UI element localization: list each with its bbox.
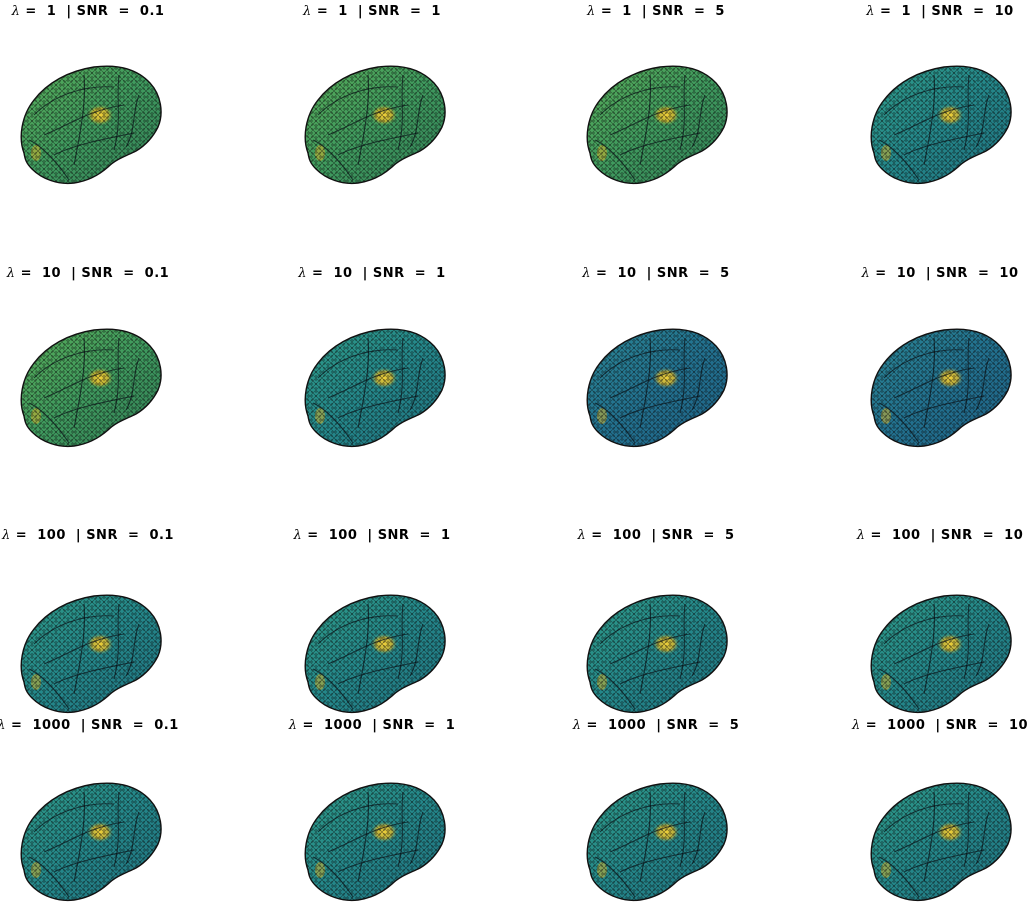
brain-surface bbox=[586, 594, 728, 714]
lambda-symbol: λ bbox=[11, 4, 21, 19]
lambda-symbol: λ bbox=[572, 718, 582, 733]
panel-title: λ = 100 | SNR = 5 bbox=[578, 528, 735, 543]
panel-title: λ = 1000 | SNR = 0.1 bbox=[0, 718, 179, 733]
lambda-symbol: λ bbox=[2, 528, 11, 543]
panel-title: λ = 1 | SNR = 1 bbox=[303, 4, 441, 19]
brain-surface bbox=[586, 328, 728, 448]
panel-title-text: = 100 | SNR = 5 bbox=[586, 528, 735, 543]
panel-title: λ = 1000 | SNR = 5 bbox=[573, 718, 740, 733]
brain-plot bbox=[14, 55, 174, 194]
panel-title: λ = 10 | SNR = 10 bbox=[862, 266, 1019, 281]
brain-surface bbox=[304, 328, 446, 448]
brain-plot bbox=[298, 318, 458, 457]
brain-surface bbox=[304, 782, 446, 902]
lambda-symbol: λ bbox=[861, 266, 871, 281]
panel-title-text: = 1000 | SNR = 10 bbox=[860, 718, 1029, 733]
brain-surface bbox=[20, 594, 162, 714]
panel-title-text: = 10 | SNR = 10 bbox=[870, 266, 1019, 281]
brain-plot bbox=[14, 318, 174, 457]
lambda-symbol: λ bbox=[288, 718, 298, 733]
lambda-symbol: λ bbox=[6, 266, 16, 281]
brain-plot bbox=[864, 584, 1024, 723]
brain-plot bbox=[580, 772, 740, 911]
panel-title-text: = 100 | SNR = 1 bbox=[302, 528, 451, 543]
brain-plot bbox=[14, 584, 174, 723]
panel-title-text: = 1000 | SNR = 0.1 bbox=[5, 718, 179, 733]
lambda-symbol: λ bbox=[582, 266, 592, 281]
brain-plot bbox=[298, 55, 458, 194]
brain-plot bbox=[14, 772, 174, 911]
brain-surface bbox=[870, 328, 1012, 448]
panel-title-text: = 1000 | SNR = 5 bbox=[581, 718, 740, 733]
lambda-symbol: λ bbox=[303, 4, 312, 19]
lambda-symbol: λ bbox=[298, 266, 308, 281]
panel-title-text: = 100 | SNR = 10 bbox=[865, 528, 1024, 543]
brain-surface bbox=[20, 782, 162, 902]
brain-plot bbox=[298, 772, 458, 911]
brain-surface bbox=[586, 65, 728, 185]
brain-plot bbox=[864, 318, 1024, 457]
lambda-symbol: λ bbox=[577, 528, 587, 543]
panel-title-text: = 10 | SNR = 0.1 bbox=[15, 266, 170, 281]
panel-title: λ = 1 | SNR = 5 bbox=[587, 4, 725, 19]
panel-title: λ = 100 | SNR = 10 bbox=[857, 528, 1024, 543]
panel-title: λ = 1 | SNR = 10 bbox=[866, 4, 1013, 19]
panel-title: λ = 1000 | SNR = 10 bbox=[852, 718, 1028, 733]
panel-title: λ = 1000 | SNR = 1 bbox=[289, 718, 456, 733]
panel-title: λ = 10 | SNR = 1 bbox=[298, 266, 445, 281]
brain-plot bbox=[864, 772, 1024, 911]
panel-title: λ = 10 | SNR = 5 bbox=[582, 266, 729, 281]
panel-title: λ = 10 | SNR = 0.1 bbox=[7, 266, 169, 281]
brain-surface bbox=[20, 65, 162, 185]
brain-surface bbox=[870, 782, 1012, 902]
lambda-symbol: λ bbox=[851, 718, 861, 733]
brain-surface bbox=[304, 594, 446, 714]
panel-title-text: = 1000 | SNR = 1 bbox=[297, 718, 456, 733]
brain-plot bbox=[580, 318, 740, 457]
brain-plot bbox=[864, 55, 1024, 194]
lambda-symbol: λ bbox=[587, 4, 596, 19]
brain-surface bbox=[304, 65, 446, 185]
panel-title-text: = 10 | SNR = 5 bbox=[591, 266, 730, 281]
lambda-symbol: λ bbox=[856, 528, 866, 543]
panel-title-text: = 1 | SNR = 0.1 bbox=[20, 4, 165, 19]
brain-plot bbox=[580, 584, 740, 723]
lambda-symbol: λ bbox=[0, 718, 6, 733]
brain-plot bbox=[298, 584, 458, 723]
panel-title: λ = 100 | SNR = 0.1 bbox=[2, 528, 174, 543]
brain-surface bbox=[586, 782, 728, 902]
brain-surface bbox=[870, 594, 1012, 714]
lambda-symbol: λ bbox=[293, 528, 303, 543]
panel-title: λ = 1 | SNR = 0.1 bbox=[12, 4, 165, 19]
panel-title-text: = 10 | SNR = 1 bbox=[307, 266, 446, 281]
panel-title: λ = 100 | SNR = 1 bbox=[294, 528, 451, 543]
brain-plot bbox=[580, 55, 740, 194]
panel-title-text: = 1 | SNR = 5 bbox=[595, 4, 725, 19]
lambda-symbol: λ bbox=[866, 4, 876, 19]
panel-title-text: = 1 | SNR = 1 bbox=[311, 4, 441, 19]
panel-title-text: = 100 | SNR = 0.1 bbox=[10, 528, 174, 543]
brain-surface bbox=[870, 65, 1012, 185]
panel-title-text: = 1 | SNR = 10 bbox=[875, 4, 1014, 19]
brain-surface bbox=[20, 328, 162, 448]
